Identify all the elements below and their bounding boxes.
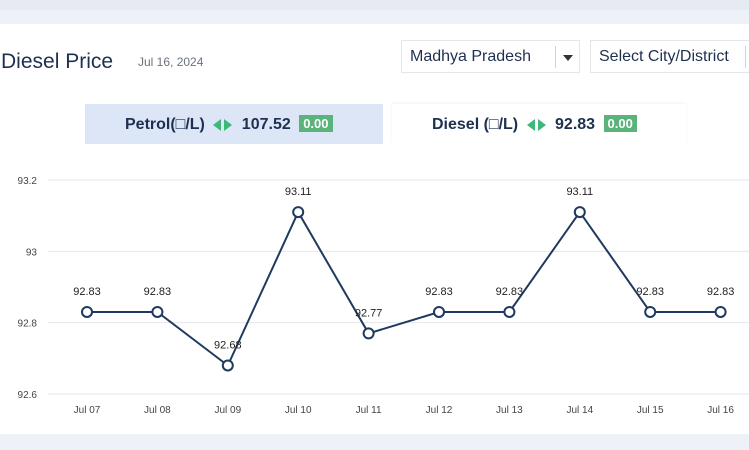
x-tick-label: Jul 07	[74, 405, 101, 416]
y-tick-label: 93	[26, 247, 38, 258]
state-select[interactable]: Madhya Pradesh	[401, 40, 580, 73]
y-tick-label: 92.6	[18, 390, 38, 401]
series-line	[87, 209, 721, 368]
data-label: 92.83	[707, 286, 735, 298]
x-tick-label: Jul 12	[426, 405, 453, 416]
tab-petrol-label: Petrol(□/L)	[125, 116, 205, 133]
x-tick-label: Jul 08	[144, 405, 171, 416]
left-right-arrows-icon	[213, 118, 233, 131]
page-title: Diesel Price	[1, 50, 114, 73]
data-point	[362, 327, 375, 340]
x-tick-label: Jul 13	[496, 405, 523, 416]
price-line-chart: 92.6 92.8 93 93.2 92.83 Jul 07 92.83 Jul 08 92.6…	[18, 176, 749, 416]
data-label: 92.83	[425, 286, 453, 298]
x-tick-label: Jul 09	[214, 405, 241, 416]
chart-area: 92.6 92.8 93 93.2 92.83 Jul 07 92.83 Jul 08 92.6…	[0, 144, 749, 434]
tab-diesel-change-badge: 0.00	[603, 115, 637, 132]
x-tick-label: Jul 11	[356, 405, 382, 416]
data-label: 92.83	[73, 286, 101, 298]
city-select-value: Select City/District	[599, 48, 729, 65]
tab-diesel[interactable]: Diesel (□/L) 92.83 0.00	[392, 104, 686, 144]
bottom-strip	[0, 434, 749, 450]
tab-diesel-label: Diesel (□/L)	[432, 116, 519, 133]
tab-petrol-price: 107.52	[241, 116, 291, 133]
data-point	[151, 305, 164, 318]
city-select-divider	[745, 46, 746, 68]
tab-diesel-price: 92.83	[555, 116, 596, 133]
data-label: 92.77	[355, 307, 383, 319]
x-tick-label: Jul 10	[285, 405, 312, 416]
chevron-down-icon	[563, 55, 573, 61]
tab-petrol[interactable]: Petrol(□/L) 107.52 0.00	[85, 104, 383, 144]
data-label: 92.68	[214, 339, 242, 351]
data-point	[644, 305, 657, 318]
data-label: 92.83	[636, 286, 664, 298]
state-select-divider	[555, 46, 556, 68]
x-tick-label: Jul 15	[637, 405, 664, 416]
state-select-value: Madhya Pradesh	[410, 48, 531, 65]
tab-petrol-change-badge: 0.00	[299, 115, 333, 132]
data-point	[221, 359, 234, 372]
y-tick-label: 93.2	[18, 176, 38, 187]
data-point	[292, 206, 305, 219]
top-strip	[0, 0, 749, 10]
city-select[interactable]: Select City/District	[590, 40, 749, 73]
data-point	[433, 305, 445, 318]
y-tick-label: 92.8	[18, 319, 38, 330]
x-tick-label: Jul 14	[566, 405, 593, 416]
left-right-arrows-icon	[526, 118, 547, 131]
data-point	[573, 206, 586, 219]
data-label: 93.11	[285, 186, 312, 198]
data-label: 92.83	[496, 286, 524, 298]
data-label: 92.83	[144, 286, 172, 298]
data-label: 93.11	[566, 186, 593, 198]
data-point	[714, 305, 727, 318]
data-point	[503, 305, 516, 318]
data-point	[81, 305, 93, 318]
x-tick-label: Jul 16	[707, 405, 734, 416]
page-date: Jul 16, 2024	[138, 55, 204, 69]
